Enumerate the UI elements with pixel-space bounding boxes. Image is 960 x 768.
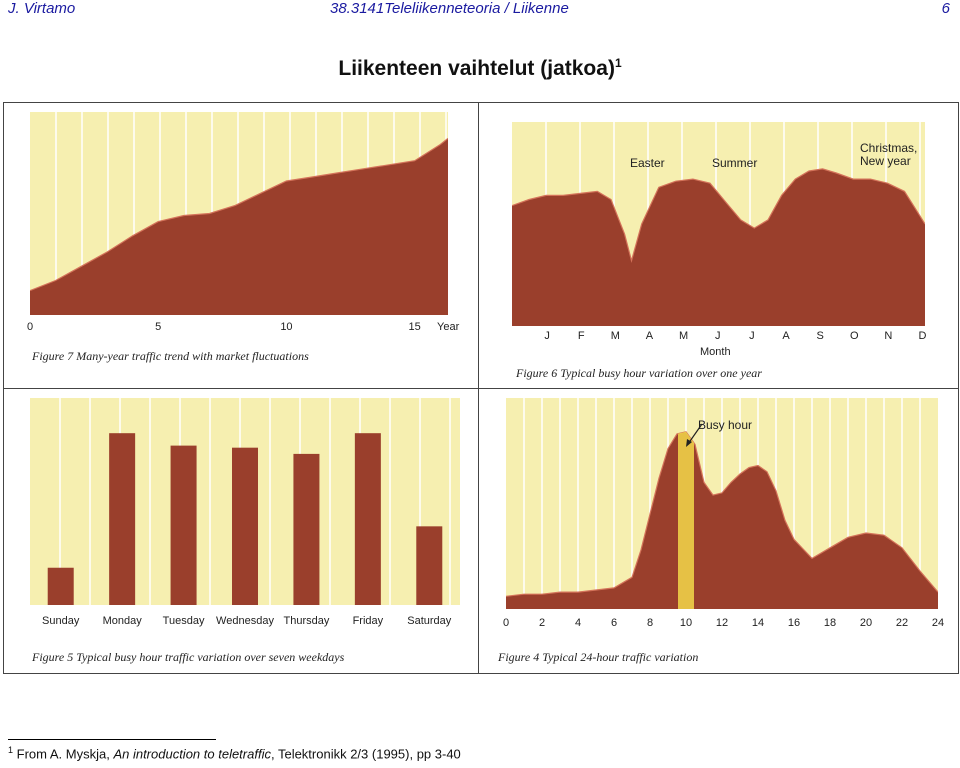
figure5-bar — [232, 447, 258, 605]
figure5-tick-label: Friday — [352, 615, 384, 627]
figure6-tick-label: A — [782, 330, 790, 342]
figure4-tick-label: 8 — [646, 617, 654, 629]
figure5-tick-label: Saturday — [407, 615, 452, 627]
figure5-tick-label: Monday — [102, 615, 142, 627]
figure4-tick-label: 2 — [538, 617, 546, 629]
figure5-tick-label: Thursday — [283, 615, 330, 627]
figure4-tick-label: 22 — [895, 617, 909, 629]
figure6-tick-label: J — [714, 330, 721, 342]
figure7-caption: Figure 7 Many-year traffic trend with ma… — [32, 349, 309, 363]
busy-hour-highlight — [678, 431, 694, 609]
figure6-tick-label: N — [884, 330, 893, 342]
footnote-suffix: , Telektronikk 2/3 (1995), pp 3-40 — [270, 746, 461, 762]
figure6-tick-label: S — [816, 330, 824, 342]
figure6-crest-line — [512, 168, 925, 264]
figure4-tick-label: 16 — [787, 617, 801, 629]
figure6-tick-label: A — [645, 330, 654, 342]
figure7-chart — [30, 112, 448, 315]
figure5-bar — [293, 453, 320, 605]
footnote-source-title: An introduction to teletraffic — [113, 746, 271, 762]
figure5-chart — [30, 398, 460, 605]
figure7-area — [30, 138, 448, 315]
figure7-tick-label: 5 — [155, 321, 162, 333]
figure4-chart — [506, 398, 938, 609]
figure7-tick-label: 10 — [280, 321, 293, 333]
figure4-area — [506, 431, 938, 609]
annotation-busy-hour: Busy hour — [698, 418, 753, 432]
figure4-caption: Figure 4 Typical 24-hour traffic variati… — [498, 650, 699, 664]
footnote-prefix: From A. Myskja, — [16, 746, 114, 762]
figure4-tick-label: 20 — [859, 617, 873, 629]
figure4-tick-label: 18 — [823, 617, 837, 629]
figure5-bar — [109, 433, 136, 605]
figure4-tick-label: 0 — [502, 617, 510, 629]
frame-divider-horizontal — [3, 388, 959, 389]
author-name: J. Virtamo — [8, 0, 76, 17]
figure4-tick-label: 14 — [751, 617, 765, 629]
figure5-tick-label: Sunday — [42, 615, 80, 627]
figure7-crest-line — [30, 137, 448, 292]
figure7-tick-label: 15 — [408, 321, 421, 333]
figure6-tick-label: F — [577, 330, 585, 342]
figure5-tick-label: Wednesday — [216, 615, 274, 627]
figure6-tick-label: D — [918, 330, 927, 342]
annotation-easter: Easter — [630, 156, 665, 170]
figure4-tick-label: 10 — [679, 617, 693, 629]
footnote-marker: 1 — [8, 745, 14, 755]
figure6-tick-label: M — [610, 330, 620, 342]
page-title: Liikenteen vaihtelut (jatkoa)1 — [0, 56, 960, 81]
figure4-tick-label: 6 — [610, 617, 618, 629]
figure6-tick-label: O — [849, 330, 859, 342]
figure6-area — [512, 168, 925, 326]
page-title-text: Liikenteen vaihtelut (jatkoa) — [338, 57, 615, 80]
figure4-tick-label: 24 — [931, 617, 945, 629]
figure5-bar — [47, 567, 74, 605]
page-number: 6 — [941, 0, 950, 17]
figure6-tick-label: M — [679, 330, 689, 342]
course-title: 38.3141Teleliikenneteoria / Liikenne — [330, 0, 569, 17]
figure5-bar — [354, 433, 381, 605]
annotation-summer: Summer — [712, 156, 758, 170]
figure6-tick-label: J — [749, 330, 755, 342]
figure7-tick-label: 0 — [26, 321, 34, 333]
figure5-bar — [170, 445, 197, 605]
figure5-caption: Figure 5 Typical busy hour traffic varia… — [32, 650, 345, 664]
figure6-chart — [512, 122, 925, 326]
figure4-tick-label: 4 — [574, 617, 582, 629]
figure6-caption: Figure 6 Typical busy hour variation ove… — [516, 366, 762, 380]
figure6-tick-label: J — [544, 330, 550, 342]
footnote-rule — [8, 739, 216, 740]
figure5-bar — [416, 526, 443, 605]
figure5-tick-label: Tuesday — [162, 615, 205, 627]
title-footnote-marker: 1 — [614, 56, 622, 70]
footnote: 1 From A. Myskja, An introduction to tel… — [8, 745, 461, 761]
figure6-xlabel: Month — [700, 346, 731, 358]
annotation-christmas: Christmas, New year — [860, 141, 918, 168]
figure4-crest-line — [506, 431, 938, 597]
busy-hour-arrow — [686, 423, 703, 447]
figure4-tick-label: 12 — [715, 617, 729, 629]
figure7-xlabel: Year — [437, 321, 460, 333]
